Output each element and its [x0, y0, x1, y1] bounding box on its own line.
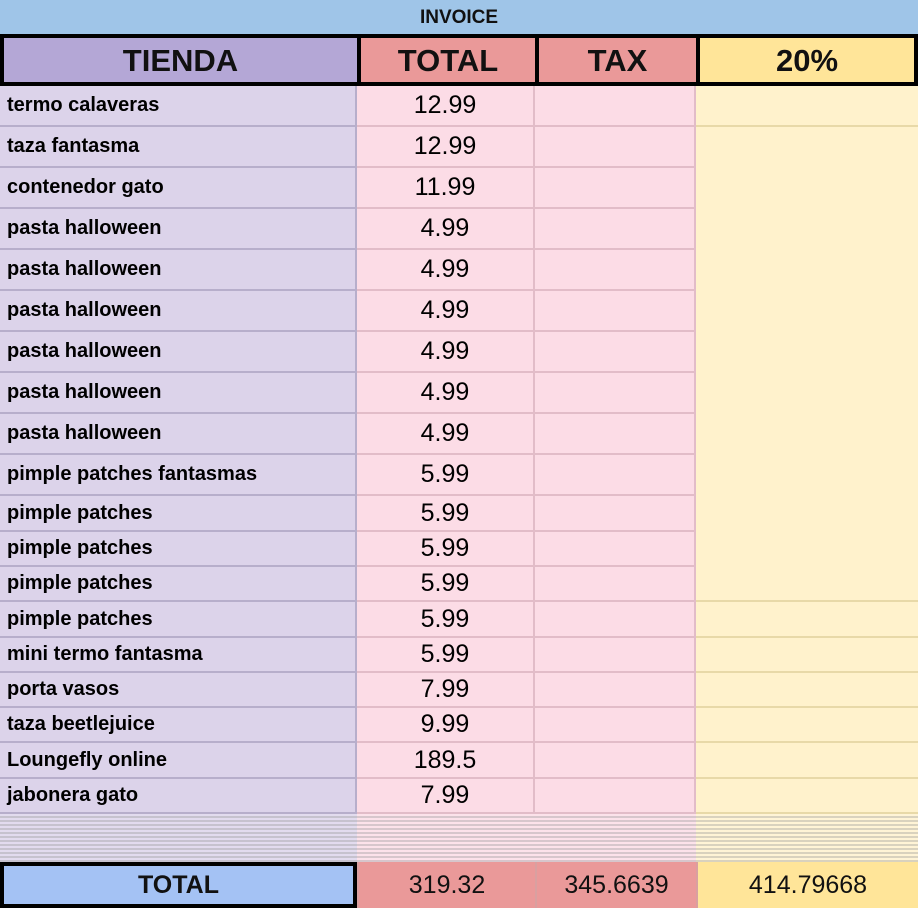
total-cell[interactable]: 189.5	[357, 743, 535, 779]
empty-rows	[357, 814, 535, 862]
tienda-cell[interactable]: pasta halloween	[0, 332, 357, 373]
tienda-cell[interactable]: pimple patches	[0, 496, 357, 532]
pct-cell[interactable]	[696, 708, 918, 743]
total-cell[interactable]: 5.99	[357, 455, 535, 496]
tienda-cell[interactable]: contenedor gato	[0, 168, 357, 209]
total-cell[interactable]: 7.99	[357, 673, 535, 708]
pct-cell[interactable]	[696, 602, 918, 638]
tax-cell[interactable]	[535, 532, 696, 567]
total-cell[interactable]: 5.99	[357, 602, 535, 638]
total-cell[interactable]: 9.99	[357, 708, 535, 743]
tax-cell[interactable]	[535, 638, 696, 673]
total-cell[interactable]: 4.99	[357, 291, 535, 332]
tienda-cell[interactable]: termo calaveras	[0, 86, 357, 127]
pct-cell[interactable]	[696, 743, 918, 779]
header-20pct[interactable]: 20%	[696, 34, 918, 86]
pct-merged-cell[interactable]	[696, 127, 918, 602]
tienda-cell[interactable]: pasta halloween	[0, 373, 357, 414]
empty-rows	[535, 814, 696, 862]
total-cell[interactable]: 5.99	[357, 532, 535, 567]
tienda-cell[interactable]: pasta halloween	[0, 414, 357, 455]
header-tax[interactable]: TAX	[535, 34, 700, 86]
header-total[interactable]: TOTAL	[357, 34, 539, 86]
tax-cell[interactable]	[535, 567, 696, 602]
empty-rows	[696, 814, 918, 862]
tax-cell[interactable]	[535, 373, 696, 414]
total-cell[interactable]: 4.99	[357, 250, 535, 291]
tienda-cell[interactable]: taza beetlejuice	[0, 708, 357, 743]
grand-total[interactable]: 319.32	[357, 862, 535, 908]
pct-cell[interactable]	[696, 86, 918, 127]
total-cell[interactable]: 4.99	[357, 373, 535, 414]
total-cell[interactable]: 4.99	[357, 332, 535, 373]
total-cell[interactable]: 12.99	[357, 127, 535, 168]
tax-cell[interactable]	[535, 743, 696, 779]
pct-cell[interactable]	[696, 673, 918, 708]
pct-cell[interactable]	[696, 779, 918, 814]
tienda-cell[interactable]: mini termo fantasma	[0, 638, 357, 673]
empty-rows	[0, 814, 357, 862]
tienda-cell[interactable]: pasta halloween	[0, 250, 357, 291]
tax-cell[interactable]	[535, 209, 696, 250]
tax-cell[interactable]	[535, 86, 696, 127]
tienda-cell[interactable]: pasta halloween	[0, 209, 357, 250]
tax-cell[interactable]	[535, 455, 696, 496]
tienda-cell[interactable]: pimple patches	[0, 602, 357, 638]
tax-cell[interactable]	[535, 332, 696, 373]
tax-cell[interactable]	[535, 673, 696, 708]
tax-cell[interactable]	[535, 168, 696, 209]
header-tienda[interactable]: TIENDA	[0, 34, 361, 86]
tienda-cell[interactable]: pasta halloween	[0, 291, 357, 332]
tienda-cell[interactable]: pimple patches	[0, 567, 357, 602]
invoice-title: INVOICE	[0, 0, 918, 34]
tienda-cell[interactable]: taza fantasma	[0, 127, 357, 168]
tienda-cell[interactable]: pimple patches	[0, 532, 357, 567]
total-cell[interactable]: 5.99	[357, 638, 535, 673]
total-cell[interactable]: 4.99	[357, 209, 535, 250]
tienda-cell[interactable]: jabonera gato	[0, 779, 357, 814]
total-cell[interactable]: 4.99	[357, 414, 535, 455]
tax-cell[interactable]	[535, 127, 696, 168]
pct-cell[interactable]	[696, 638, 918, 673]
pct-total[interactable]: 414.79668	[696, 862, 918, 908]
total-cell[interactable]: 5.99	[357, 567, 535, 602]
tax-cell[interactable]	[535, 496, 696, 532]
tax-total[interactable]: 345.6639	[535, 862, 696, 908]
tax-cell[interactable]	[535, 414, 696, 455]
tienda-cell[interactable]: pimple patches fantasmas	[0, 455, 357, 496]
total-label: TOTAL	[0, 862, 357, 908]
tienda-cell[interactable]: porta vasos	[0, 673, 357, 708]
tax-cell[interactable]	[535, 250, 696, 291]
tax-cell[interactable]	[535, 779, 696, 814]
tienda-cell[interactable]: Loungefly online	[0, 743, 357, 779]
tax-cell[interactable]	[535, 291, 696, 332]
total-cell[interactable]: 11.99	[357, 168, 535, 209]
total-cell[interactable]: 7.99	[357, 779, 535, 814]
total-cell[interactable]: 12.99	[357, 86, 535, 127]
total-cell[interactable]: 5.99	[357, 496, 535, 532]
tax-cell[interactable]	[535, 708, 696, 743]
tax-cell[interactable]	[535, 602, 696, 638]
